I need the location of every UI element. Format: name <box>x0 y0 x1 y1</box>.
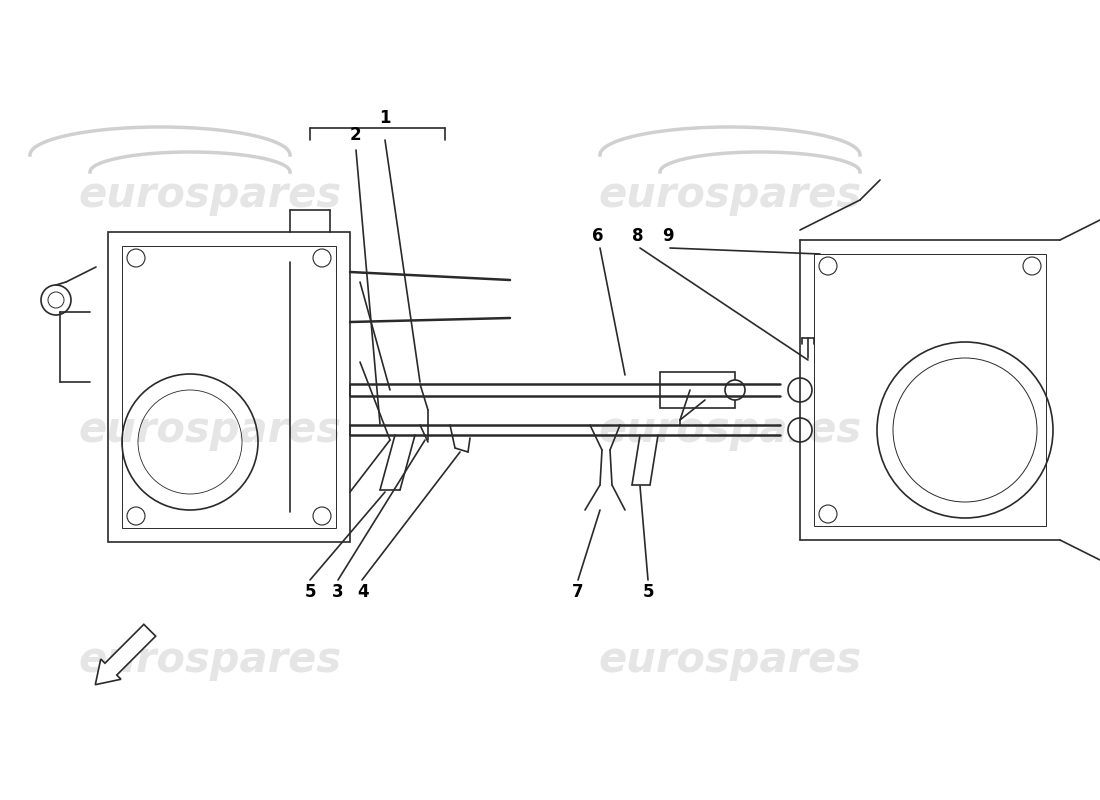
Circle shape <box>725 380 745 400</box>
Text: eurospares: eurospares <box>598 174 861 216</box>
Text: 5: 5 <box>642 583 653 601</box>
Text: 5: 5 <box>305 583 316 601</box>
Text: 6: 6 <box>592 227 604 245</box>
Circle shape <box>788 378 812 402</box>
Text: 1: 1 <box>379 109 390 127</box>
Text: eurospares: eurospares <box>78 639 342 681</box>
Text: eurospares: eurospares <box>598 409 861 451</box>
Text: 4: 4 <box>358 583 368 601</box>
Text: 9: 9 <box>662 227 674 245</box>
Circle shape <box>788 418 812 442</box>
Text: eurospares: eurospares <box>78 409 342 451</box>
Text: eurospares: eurospares <box>598 639 861 681</box>
Text: 3: 3 <box>332 583 344 601</box>
Text: 7: 7 <box>572 583 584 601</box>
Text: 2: 2 <box>349 126 361 144</box>
Text: 8: 8 <box>632 227 644 245</box>
Polygon shape <box>96 624 156 685</box>
Text: eurospares: eurospares <box>78 174 342 216</box>
